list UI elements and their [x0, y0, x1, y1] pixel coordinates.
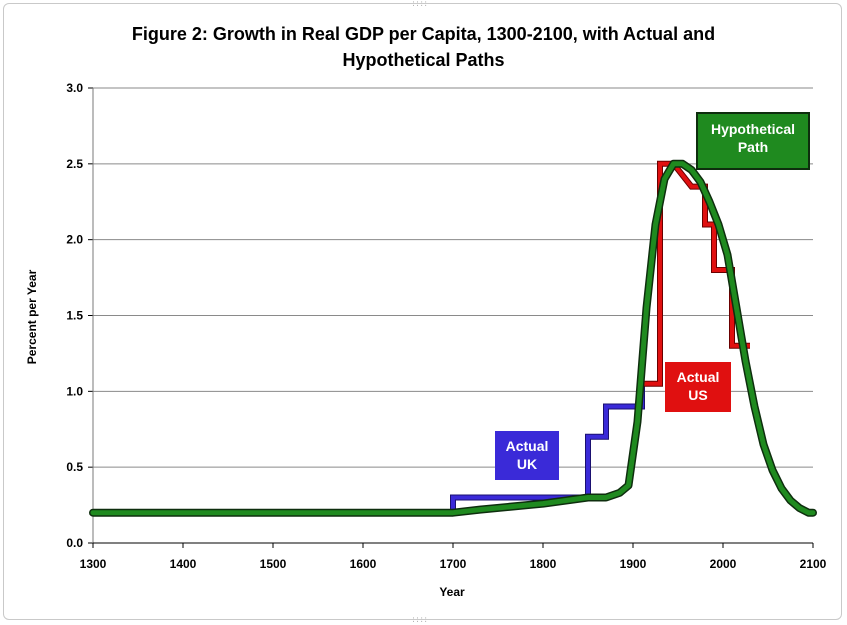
annotation-us: Actual US: [665, 362, 731, 412]
y-tick-label: 0.5: [66, 460, 83, 474]
chart-title-line-2: Hypothetical Paths: [342, 50, 505, 70]
x-tick-label: 1600: [350, 557, 377, 571]
y-tick-label: 0.0: [66, 536, 83, 550]
x-tick-label: 1300: [80, 557, 107, 571]
annotation-uk: Actual UK: [495, 431, 559, 480]
x-tick-label: 1400: [170, 557, 197, 571]
annotation-hyp-line2: Path: [738, 139, 768, 155]
x-tick-label: 1500: [260, 557, 287, 571]
series-uk-line: [93, 383, 644, 515]
x-tick-label: 1800: [530, 557, 557, 571]
series-uk-outline: [93, 383, 645, 516]
x-tick-label: 2100: [800, 557, 827, 571]
y-tick-label: 2.0: [66, 233, 83, 247]
annotation-uk-line1: Actual: [506, 438, 549, 454]
chart-frame: [3, 3, 842, 620]
y-axis-label: Percent per Year: [25, 269, 39, 364]
y-tick-label: 3.0: [66, 81, 83, 95]
annotation-hyp-line1: Hypothetical: [711, 121, 795, 137]
y-tick-label: 1.0: [66, 384, 83, 398]
y-tick-label: 1.5: [66, 309, 83, 323]
tick-labels: 0.0 0.5 1.0 1.5 2.0 2.5 3.0 1300 1400 1500 1600 170…: [66, 81, 826, 571]
axes: [88, 87, 814, 548]
resize-handle-top[interactable]: ::::: [412, 0, 429, 9]
x-tick-label: 1900: [620, 557, 647, 571]
x-tick-label: 2000: [710, 557, 737, 571]
annotation-us-line2: US: [688, 387, 707, 403]
x-tick-label: 1700: [440, 557, 467, 571]
annotation-hypothetical: Hypothetical Path: [696, 112, 810, 170]
series-hypothetical-line: [90, 161, 816, 516]
annotation-us-line1: Actual: [677, 369, 720, 385]
x-axis-label: Year: [439, 585, 465, 599]
resize-handle-bottom[interactable]: ::::: [412, 615, 429, 625]
chart-title-line-1: Figure 2: Growth in Real GDP per Capita,…: [131, 24, 716, 44]
y-tick-label: 2.5: [66, 157, 83, 171]
series-lines: [89, 159, 817, 517]
annotation-uk-line2: UK: [517, 456, 537, 472]
